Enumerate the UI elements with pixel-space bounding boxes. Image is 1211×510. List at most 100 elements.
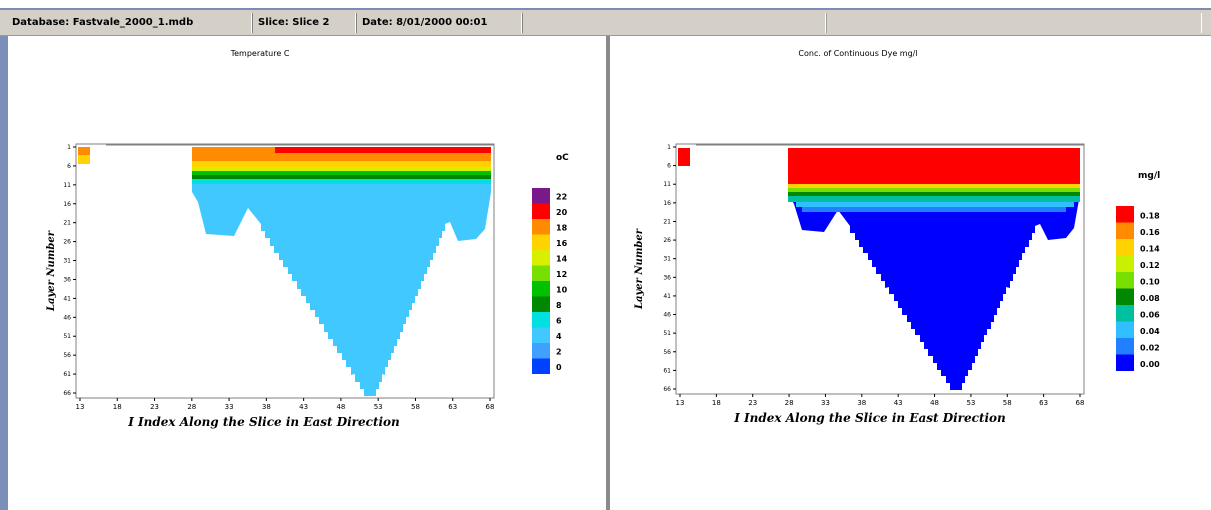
legend-label: 0.14 (1140, 245, 1160, 254)
y-tick-label: 36 (663, 274, 671, 281)
legend-swatch (532, 296, 550, 312)
legend-swatch (532, 358, 550, 374)
y-tick-label: 56 (663, 349, 671, 356)
y-tick-label: 26 (63, 239, 71, 246)
stratification-band (788, 184, 1080, 188)
y-tick-label: 6 (67, 163, 71, 170)
legend-swatch (532, 343, 550, 359)
plot-title: Conc. of Continuous Dye mg/l (798, 49, 917, 58)
legend-label: 4 (556, 332, 562, 341)
x-tick-label: 33 (225, 403, 234, 411)
x-tick-label: 53 (374, 403, 383, 411)
legend-swatch (532, 188, 550, 204)
database-field: Database: Fastvale_2000_1.mdb (6, 13, 253, 33)
legend-swatch (532, 327, 550, 343)
stratification-band (192, 147, 275, 153)
legend-swatch (1116, 255, 1134, 272)
legend-unit: oC (556, 153, 569, 163)
x-tick-label: 58 (411, 403, 420, 411)
legend-label: 0.06 (1140, 311, 1160, 320)
y-tick-label: 1 (67, 144, 71, 151)
x-tick-label: 28 (187, 403, 196, 411)
temperature-plot: Temperature C161116212631364146515661661… (46, 49, 569, 429)
dye-plot-panel[interactable]: Conc. of Continuous Dye mg/l 1 6 11 16 21 26 31… (610, 36, 1211, 510)
cross-section-body (788, 186, 1080, 390)
legend-swatch (1116, 305, 1134, 322)
x-tick-label: 63 (1039, 399, 1048, 407)
x-tick-label: 23 (748, 399, 757, 407)
temperature-plot-panel[interactable]: Temperature C 1 6 11 16 21 26 31 36 41 46 51 56 61 66 1… (8, 36, 606, 510)
x-tick-label: 43 (894, 399, 903, 407)
y-tick-label: 41 (663, 293, 671, 300)
window-frame (0, 36, 8, 510)
panel-splitter[interactable] (606, 36, 610, 510)
status-bar: Database: Fastvale_2000_1.mdb Slice: Sli… (0, 8, 1211, 36)
legend-swatch (1116, 206, 1134, 223)
x-axis-label: I Index Along the Slice in East Directio… (127, 415, 400, 429)
dye-concentration-plot: Conc. of Continuous Dye mg/l161116212631… (634, 49, 1160, 425)
legend-label: 0.00 (1140, 360, 1160, 369)
status-field-empty (520, 13, 827, 33)
stratification-band (192, 153, 491, 161)
legend-swatch (1116, 288, 1134, 305)
surface-cell (678, 148, 690, 166)
legend-swatch (1116, 338, 1134, 355)
legend-label: 0.04 (1140, 327, 1160, 336)
y-tick-label: 21 (663, 218, 671, 225)
legend-swatch (532, 265, 550, 281)
stratification-band (802, 207, 1066, 212)
legend-swatch (1116, 321, 1134, 338)
stratification-band (788, 188, 1080, 192)
date-field: Date: 8/01/2000 00:01 (356, 13, 523, 33)
stratification-band (275, 147, 491, 153)
cross-section-body (192, 184, 491, 396)
legend-swatch (1116, 272, 1134, 289)
x-tick-label: 38 (262, 403, 271, 411)
x-tick-label: 13 (676, 399, 685, 407)
legend-swatch (532, 312, 550, 328)
legend-label: 12 (556, 270, 567, 279)
x-tick-label: 48 (336, 403, 345, 411)
x-tick-label: 13 (76, 403, 85, 411)
surface-cell (78, 155, 90, 164)
legend-label: 10 (556, 286, 568, 295)
slice-field: Slice: Slice 2 (252, 13, 357, 33)
y-tick-label: 61 (663, 367, 671, 374)
status-field-empty (824, 13, 1202, 33)
x-tick-label: 68 (1076, 399, 1085, 407)
legend-unit: mg/l (1138, 171, 1160, 181)
legend-label: 20 (556, 208, 568, 217)
legend-label: 22 (556, 193, 567, 202)
y-tick-label: 6 (667, 163, 671, 170)
y-axis-label: Layer Number (634, 228, 645, 310)
y-tick-label: 11 (663, 181, 671, 188)
y-tick-label: 16 (63, 201, 71, 208)
x-tick-label: 18 (113, 403, 122, 411)
x-tick-label: 58 (1003, 399, 1012, 407)
y-tick-label: 51 (663, 330, 671, 337)
legend-label: 0.16 (1140, 228, 1160, 237)
legend-label: 18 (556, 224, 568, 233)
x-tick-label: 28 (785, 399, 794, 407)
plot-title: Temperature C (230, 49, 290, 58)
x-tick-label: 48 (930, 399, 939, 407)
y-tick-label: 1 (667, 144, 671, 151)
legend-label: 0 (556, 363, 562, 372)
legend-swatch (532, 250, 550, 266)
x-tick-label: 68 (486, 403, 495, 411)
x-tick-label: 23 (150, 403, 159, 411)
legend-swatch (532, 203, 550, 219)
y-tick-label: 46 (63, 314, 71, 321)
x-axis-label: I Index Along the Slice in East Directio… (733, 411, 1006, 425)
y-tick-label: 51 (63, 333, 71, 340)
legend-label: 2 (556, 348, 562, 357)
stratification-band (788, 196, 1080, 202)
stratification-band (788, 192, 1080, 196)
legend-label: 14 (556, 255, 568, 264)
stratification-band (796, 202, 1074, 207)
x-tick-label: 63 (448, 403, 457, 411)
legend-label: 6 (556, 317, 562, 326)
y-tick-label: 66 (63, 390, 71, 397)
y-tick-label: 21 (63, 220, 71, 227)
stratification-band (192, 161, 491, 167)
